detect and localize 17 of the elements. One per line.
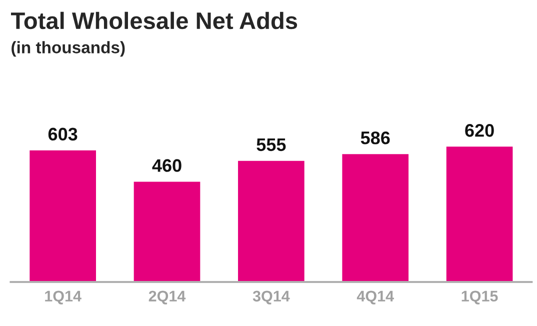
chart-subtitle: (in thousands)	[12, 41, 125, 57]
bar	[132, 180, 202, 282]
bar	[236, 160, 306, 282]
bar	[28, 148, 98, 282]
data-label: 460	[152, 159, 182, 172]
data-label: 620	[465, 124, 494, 137]
data-label: 555	[256, 138, 286, 152]
bar	[340, 152, 410, 282]
bar	[444, 145, 514, 282]
x-tick-label: 1Q14	[45, 290, 82, 304]
x-tick-label: 2Q14	[148, 290, 186, 304]
chart-title: Total Wholesale Net Adds	[11, 12, 298, 30]
x-tick-label: 3Q14	[252, 290, 290, 304]
x-tick-label: 1Q15	[462, 290, 498, 304]
data-label: 586	[360, 131, 390, 144]
x-tick-label: 4Q14	[356, 290, 394, 304]
data-label: 603	[48, 128, 78, 141]
